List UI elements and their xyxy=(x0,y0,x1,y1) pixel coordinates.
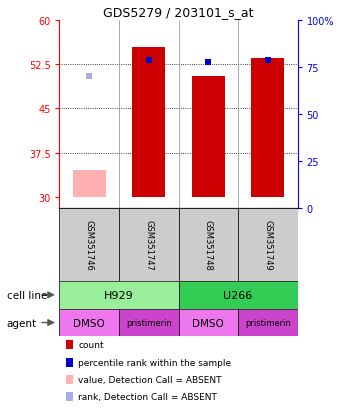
Text: U266: U266 xyxy=(223,290,253,300)
Bar xyxy=(192,77,225,197)
Text: agent: agent xyxy=(7,318,37,328)
Text: rank, Detection Call = ABSENT: rank, Detection Call = ABSENT xyxy=(78,392,217,401)
Bar xyxy=(238,309,298,337)
Bar xyxy=(178,309,238,337)
Title: GDS5279 / 203101_s_at: GDS5279 / 203101_s_at xyxy=(103,5,254,19)
Bar xyxy=(178,281,298,309)
Text: percentile rank within the sample: percentile rank within the sample xyxy=(78,358,231,367)
Text: pristimerin: pristimerin xyxy=(126,318,172,327)
Bar xyxy=(73,171,106,197)
Bar xyxy=(178,209,238,281)
Text: GSM351746: GSM351746 xyxy=(85,220,94,271)
Bar xyxy=(59,309,119,337)
Text: pristimerin: pristimerin xyxy=(245,318,291,327)
Bar xyxy=(59,281,178,309)
Bar xyxy=(59,209,119,281)
Text: GSM351748: GSM351748 xyxy=(204,220,213,271)
Text: GSM351749: GSM351749 xyxy=(263,220,272,271)
Bar xyxy=(119,209,178,281)
Text: cell line: cell line xyxy=(7,290,47,300)
Text: DMSO: DMSO xyxy=(73,318,105,328)
Text: count: count xyxy=(78,340,104,349)
Bar xyxy=(238,209,298,281)
Text: GSM351747: GSM351747 xyxy=(144,220,153,271)
Bar xyxy=(251,59,284,197)
Bar xyxy=(119,309,178,337)
Text: DMSO: DMSO xyxy=(192,318,224,328)
Bar xyxy=(132,47,165,197)
Text: value, Detection Call = ABSENT: value, Detection Call = ABSENT xyxy=(78,375,222,384)
Text: H929: H929 xyxy=(104,290,134,300)
